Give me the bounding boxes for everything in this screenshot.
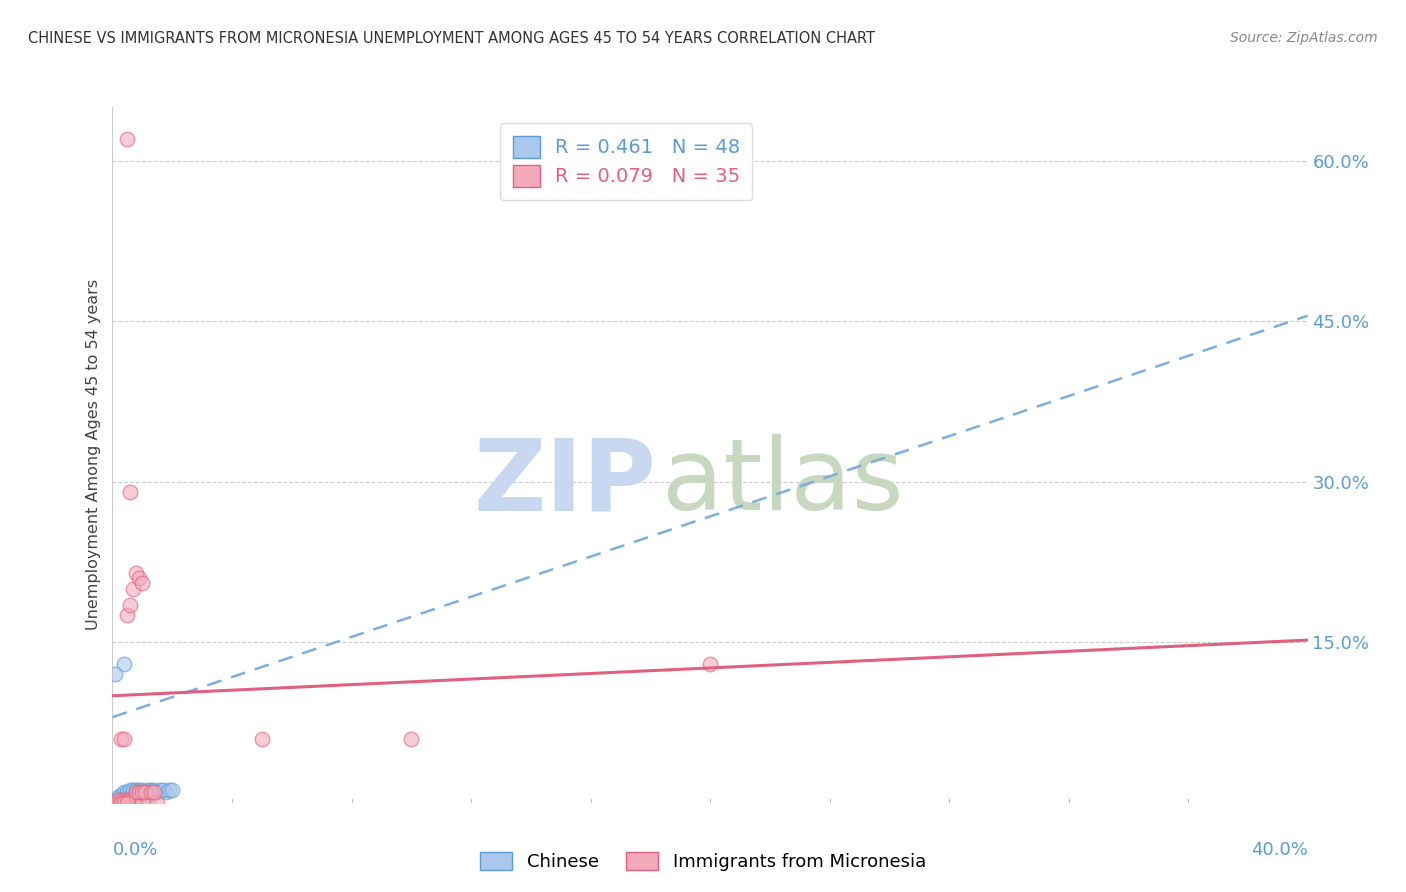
Point [122, 785, 145, 799]
Point [117, 787, 139, 801]
Point [152, 783, 174, 797]
Point [110, 792, 132, 806]
Point [122, 582, 145, 596]
Point [110, 791, 132, 805]
Text: CHINESE VS IMMIGRANTS FROM MICRONESIA UNEMPLOYMENT AMONG AGES 45 TO 54 YEARS COR: CHINESE VS IMMIGRANTS FROM MICRONESIA UN… [28, 31, 875, 46]
Text: Source: ZipAtlas.com: Source: ZipAtlas.com [1230, 31, 1378, 45]
Point [143, 783, 166, 797]
Point [107, 790, 129, 805]
Point [141, 783, 163, 797]
Text: 40.0%: 40.0% [1251, 841, 1308, 859]
Point [107, 792, 129, 806]
Point [131, 783, 153, 797]
Point [117, 785, 139, 799]
Point [104, 796, 127, 810]
Point [146, 796, 169, 810]
Point [114, 796, 135, 810]
Point [149, 783, 172, 797]
Point [107, 796, 129, 810]
Text: ZIP: ZIP [474, 434, 657, 532]
Y-axis label: Unemployment Among Ages 45 to 54 years: Unemployment Among Ages 45 to 54 years [86, 279, 101, 631]
Point [131, 785, 153, 799]
Text: 0.0%: 0.0% [112, 841, 157, 859]
Point [110, 731, 132, 746]
Point [104, 667, 127, 681]
Point [138, 783, 160, 797]
Point [104, 794, 127, 808]
Point [110, 796, 132, 810]
Point [117, 132, 139, 146]
Point [125, 783, 148, 797]
Point [114, 796, 135, 810]
Point [155, 785, 177, 799]
Point [138, 796, 160, 810]
Point [125, 792, 148, 806]
Legend: Chinese, Immigrants from Micronesia: Chinese, Immigrants from Micronesia [472, 845, 934, 879]
Point [401, 731, 423, 746]
Point [110, 796, 132, 810]
Point [114, 796, 135, 810]
Point [131, 576, 153, 591]
Point [104, 796, 127, 810]
Point [110, 789, 132, 803]
Point [110, 796, 132, 810]
Point [117, 796, 139, 810]
Point [699, 657, 721, 671]
Point [131, 785, 153, 799]
Point [128, 785, 150, 799]
Point [117, 608, 139, 623]
Point [250, 731, 273, 746]
Point [128, 571, 150, 585]
Point [134, 785, 156, 799]
Point [122, 783, 145, 797]
Point [110, 796, 132, 810]
Point [104, 796, 127, 810]
Point [122, 792, 145, 806]
Point [157, 783, 180, 797]
Point [146, 785, 169, 799]
Point [120, 792, 142, 806]
Point [138, 787, 160, 801]
Point [117, 796, 139, 810]
Point [107, 796, 129, 810]
Point [120, 598, 142, 612]
Legend: R = 0.461   N = 48, R = 0.079   N = 35: R = 0.461 N = 48, R = 0.079 N = 35 [501, 123, 752, 200]
Point [104, 796, 127, 810]
Point [162, 783, 183, 797]
Point [114, 790, 135, 805]
Point [110, 796, 132, 810]
Point [107, 796, 129, 810]
Point [120, 787, 142, 801]
Point [107, 796, 129, 810]
Point [120, 796, 142, 810]
Text: atlas: atlas [662, 434, 904, 532]
Point [114, 785, 135, 799]
Point [141, 785, 163, 799]
Point [107, 796, 129, 810]
Point [114, 657, 135, 671]
Point [104, 796, 127, 810]
Point [117, 792, 139, 806]
Point [128, 783, 150, 797]
Point [131, 796, 153, 810]
Point [120, 485, 142, 500]
Point [143, 785, 166, 799]
Point [128, 785, 150, 799]
Point [107, 792, 129, 806]
Point [114, 792, 135, 806]
Point [114, 731, 135, 746]
Point [125, 566, 148, 580]
Point [134, 785, 156, 799]
Point [125, 785, 148, 799]
Point [110, 796, 132, 810]
Point [120, 783, 142, 797]
Point [125, 785, 148, 799]
